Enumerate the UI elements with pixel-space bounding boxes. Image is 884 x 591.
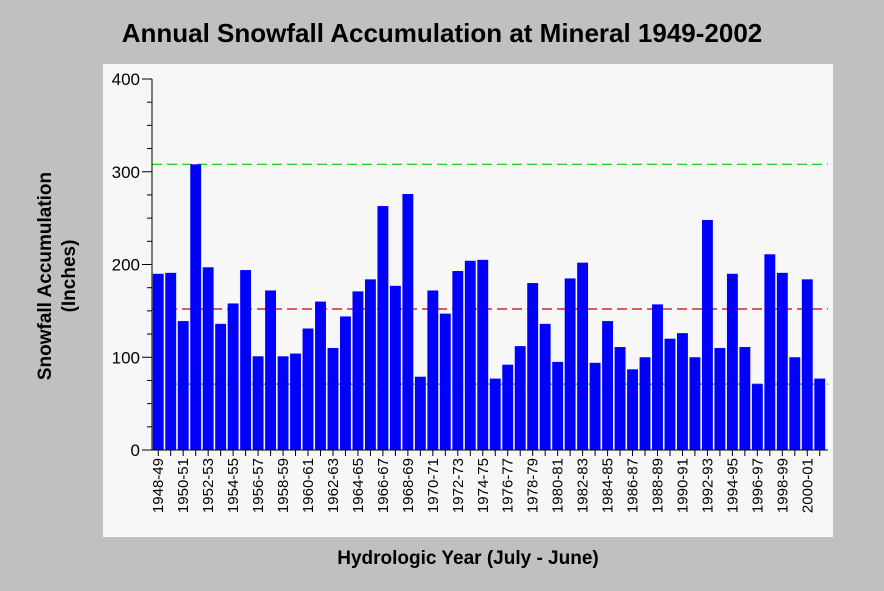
x-axis-label: Hydrologic Year (July - June) [337, 548, 599, 569]
x-tick-label: 1982-83 [575, 458, 592, 513]
bar [589, 362, 601, 450]
bar [764, 254, 776, 450]
y-tick-label: 0 [131, 441, 140, 460]
x-tick-label: 1974-75 [475, 458, 492, 513]
bar [701, 219, 713, 450]
x-tick-label: 1956-57 [250, 458, 267, 513]
x-tick-label: 1960-61 [300, 458, 317, 513]
bar [265, 290, 277, 450]
bar [252, 356, 264, 450]
bar [277, 356, 289, 450]
x-tick-label: 1964-65 [350, 458, 367, 513]
bar [165, 272, 177, 450]
x-ticks: 1948-49 1950-51 1952-53 1954-55 1956-57 1958-… [150, 450, 821, 513]
bar [514, 346, 526, 450]
x-tick-label: 1966-67 [375, 458, 392, 513]
x-tick-label: 1998-99 [774, 458, 791, 513]
bar [215, 323, 227, 450]
bar [190, 164, 202, 450]
bar [714, 347, 726, 450]
x-tick-label: 2000-01 [799, 458, 816, 513]
bar [227, 303, 239, 450]
x-tick-label: 1948-49 [150, 458, 167, 513]
x-tick-label: 1968-69 [400, 458, 417, 513]
bar [352, 291, 364, 450]
bar [240, 270, 252, 450]
bar [489, 378, 501, 450]
bar [564, 278, 576, 450]
bar [726, 273, 738, 450]
x-tick-label: 1952-53 [200, 458, 217, 513]
bar [639, 357, 651, 450]
bar [801, 279, 813, 450]
bar [340, 316, 351, 450]
chart-title: Annual Snowfall Accumulation at Mineral … [121, 18, 763, 48]
bar [477, 259, 489, 450]
bar [414, 376, 426, 450]
bar [464, 260, 476, 450]
x-tick-label: 1992-93 [699, 458, 716, 513]
x-tick-label: 1980-81 [550, 458, 567, 513]
bar [377, 206, 389, 450]
bar [664, 338, 676, 450]
bar [539, 323, 551, 450]
x-tick-label: 1958-59 [275, 458, 292, 513]
bar [402, 194, 414, 450]
bar [389, 285, 401, 450]
x-tick-label: 1984-85 [600, 458, 617, 513]
bar [751, 384, 763, 450]
bar [627, 369, 638, 450]
bar [677, 333, 688, 450]
x-tick-label: 1996-97 [749, 458, 766, 513]
bar [364, 279, 376, 450]
bar [527, 283, 539, 450]
y-tick-label: 100 [112, 348, 140, 367]
x-tick-label: 1990-91 [674, 458, 691, 513]
x-tick-label: 1988-89 [650, 458, 667, 513]
x-tick-label: 1976-77 [500, 458, 517, 513]
bar [152, 273, 164, 450]
bar [776, 272, 788, 450]
y-ticks: 0 100 200 300 400 [112, 70, 152, 460]
x-tick-label: 1950-51 [175, 458, 192, 513]
x-tick-label: 1970-71 [425, 458, 442, 513]
x-tick-label: 1978-79 [525, 458, 542, 513]
x-tick-label: 1994-95 [724, 458, 741, 513]
y-tick-label: 400 [112, 70, 140, 89]
bar [327, 347, 339, 450]
bar [502, 364, 514, 450]
x-tick-label: 1972-73 [450, 458, 467, 513]
y-tick-label: 200 [112, 256, 140, 275]
bars [152, 164, 826, 450]
bar [652, 304, 663, 450]
bar [552, 361, 564, 450]
bar [689, 357, 701, 450]
x-tick-label: 1986-87 [625, 458, 642, 513]
bar [290, 353, 301, 450]
y-tick-label: 300 [112, 163, 140, 182]
bar [302, 328, 314, 450]
bar [452, 270, 464, 450]
bar [789, 357, 801, 450]
bar [614, 347, 626, 450]
bar [577, 262, 589, 450]
bar [202, 267, 214, 450]
bar [315, 301, 326, 450]
bar [602, 321, 614, 450]
x-tick-label: 1954-55 [225, 458, 242, 513]
bar [814, 378, 826, 450]
bar [439, 313, 451, 450]
bar [177, 321, 189, 450]
bar [427, 290, 439, 450]
bar [739, 347, 751, 450]
x-tick-label: 1962-63 [325, 458, 342, 513]
